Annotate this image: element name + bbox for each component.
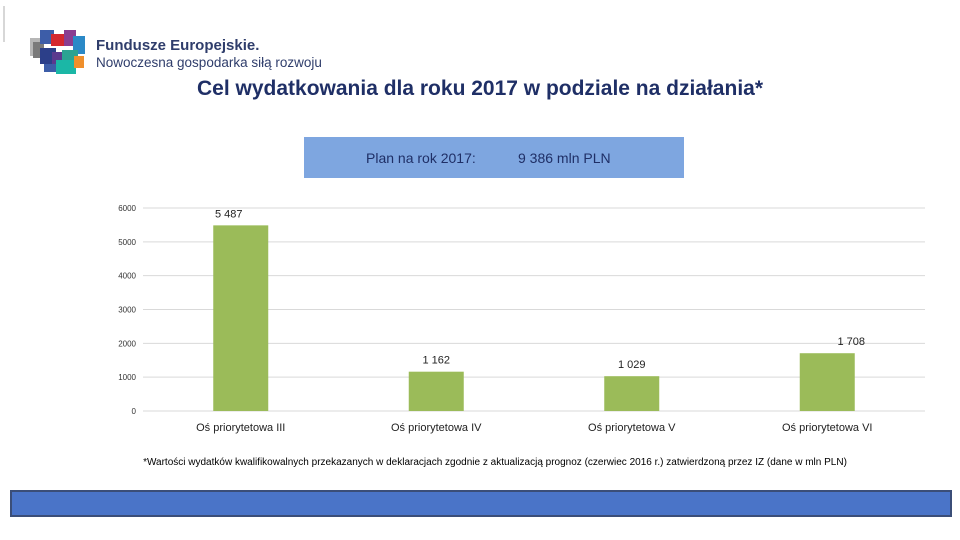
y-tick-label: 2000 — [118, 339, 136, 348]
y-tick-label: 4000 — [118, 272, 136, 281]
plan-label: Plan na rok 2017: — [366, 149, 476, 166]
slide-edge-mark — [3, 6, 5, 42]
bar — [799, 353, 855, 411]
brand-text: Fundusze Europejskie. Nowoczesna gospoda… — [96, 37, 322, 71]
footnote: *Wartości wydatków kwalifikowalnych prze… — [143, 457, 847, 468]
y-tick-label: 6000 — [118, 204, 136, 213]
slide-title: Cel wydatkowania dla roku 2017 w podzial… — [196, 77, 763, 100]
category-label: Oś priorytetowa VI — [782, 422, 872, 434]
y-tick-label: 1000 — [118, 373, 136, 382]
plan-box: Plan na rok 2017: 9 386 mln PLN — [304, 137, 684, 178]
y-tick-label: 3000 — [118, 306, 136, 315]
category-label: Oś priorytetowa III — [196, 422, 285, 434]
data-label: 1 708 — [837, 336, 865, 348]
bar — [213, 225, 269, 411]
brand-line-1: Fundusze Europejskie. — [96, 37, 260, 54]
y-tick-label: 0 — [132, 407, 137, 416]
category-label: Oś priorytetowa V — [588, 422, 676, 434]
bar — [604, 376, 660, 411]
bar — [408, 371, 464, 411]
data-label: 1 162 — [422, 355, 450, 367]
bottom-bar — [10, 490, 952, 517]
y-tick-label: 5000 — [118, 238, 136, 247]
category-label: Oś priorytetowa IV — [391, 422, 482, 434]
data-label: 1 029 — [618, 359, 646, 371]
brand-line-2: Nowoczesna gospodarka siłą rozwoju — [96, 55, 322, 70]
plan-value: 9 386 mln PLN — [518, 149, 611, 166]
fundusze-europejskie-logo — [30, 30, 85, 74]
data-label: 5 487 — [215, 208, 243, 220]
